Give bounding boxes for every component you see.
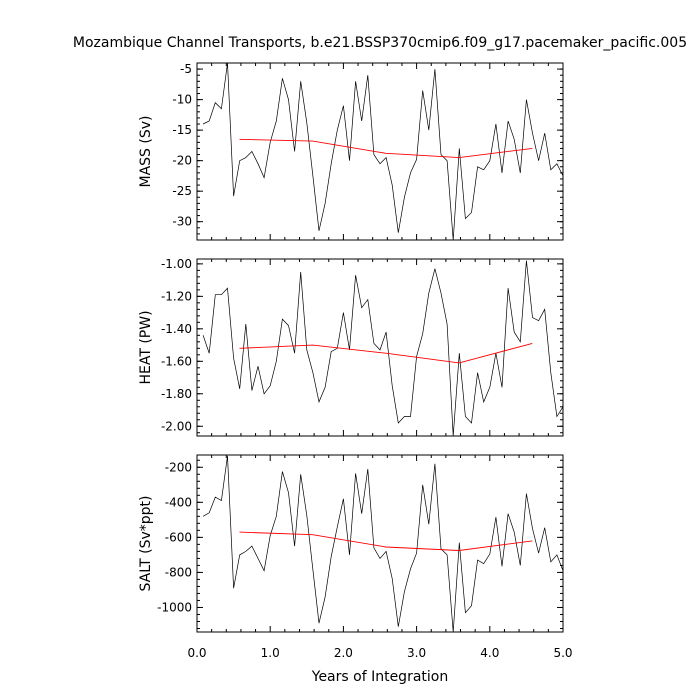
mass-y-tick-label: -25 bbox=[172, 184, 192, 198]
heat-plot-frame bbox=[196, 258, 564, 437]
heat-y-tick-label: -2.00 bbox=[161, 419, 192, 433]
salt-y-tick-label: -400 bbox=[165, 495, 192, 509]
x-tick-label: 3.0 bbox=[407, 646, 426, 660]
heat-y-tick-label: -1.80 bbox=[161, 387, 192, 401]
mass-panel: -5 -10 -15 -20 -25 -30 MASS (Sv) bbox=[138, 62, 564, 241]
mass-y-tick-label: -20 bbox=[172, 154, 192, 168]
heat-panel: -1.00 -1.20 -1.40 -1.60 -1.80 -2.00 HEAT (PW) bbox=[138, 257, 564, 437]
mass-monthly-line bbox=[202, 63, 563, 240]
mass-plot-frame bbox=[196, 62, 564, 241]
heat-y-tick-label: -1.60 bbox=[161, 354, 192, 368]
x-axis-title: Years of Integration bbox=[311, 669, 448, 685]
salt-plot-frame bbox=[196, 454, 564, 633]
heat-y-tick-label: -1.40 bbox=[161, 322, 192, 336]
x-tick-label: 1.0 bbox=[261, 646, 280, 660]
heat-annual-mean-line bbox=[239, 342, 533, 364]
salt-annual-mean-line bbox=[239, 531, 533, 551]
mass-y-tick-label: -10 bbox=[172, 93, 192, 107]
mass-y-tick-label: -15 bbox=[172, 123, 192, 137]
salt-y-tick-label: -600 bbox=[165, 530, 192, 544]
salt-y-tick-label: -1000 bbox=[157, 600, 192, 614]
x-tick-label: 5.0 bbox=[553, 646, 572, 660]
salt-y-tick-label: -200 bbox=[165, 460, 192, 474]
heat-y-tick-label: -1.00 bbox=[161, 257, 192, 271]
salt-monthly-line bbox=[202, 455, 563, 632]
figure-title: Mozambique Channel Transports, b.e21.BSS… bbox=[73, 35, 687, 51]
mass-annual-mean-line bbox=[239, 138, 533, 159]
salt-y-axis-title: SALT (Sv*ppt) bbox=[138, 496, 154, 592]
heat-y-axis-title: HEAT (PW) bbox=[138, 310, 154, 384]
chart-panels: -5 -10 -15 -20 -25 -30 MASS (Sv) -1.00 -1.20 -1.4… bbox=[138, 62, 573, 660]
heat-monthly-line bbox=[202, 260, 563, 436]
heat-y-tick-label: -1.20 bbox=[161, 289, 192, 303]
mass-y-tick-label: -5 bbox=[180, 62, 192, 76]
mass-y-axis-title: MASS (Sv) bbox=[138, 116, 154, 188]
mass-y-tick-label: -30 bbox=[172, 215, 192, 229]
x-tick-label: 0.0 bbox=[187, 646, 206, 660]
salt-y-tick-label: -800 bbox=[165, 565, 192, 579]
x-tick-label: 4.0 bbox=[480, 646, 499, 660]
x-tick-label: 2.0 bbox=[334, 646, 353, 660]
